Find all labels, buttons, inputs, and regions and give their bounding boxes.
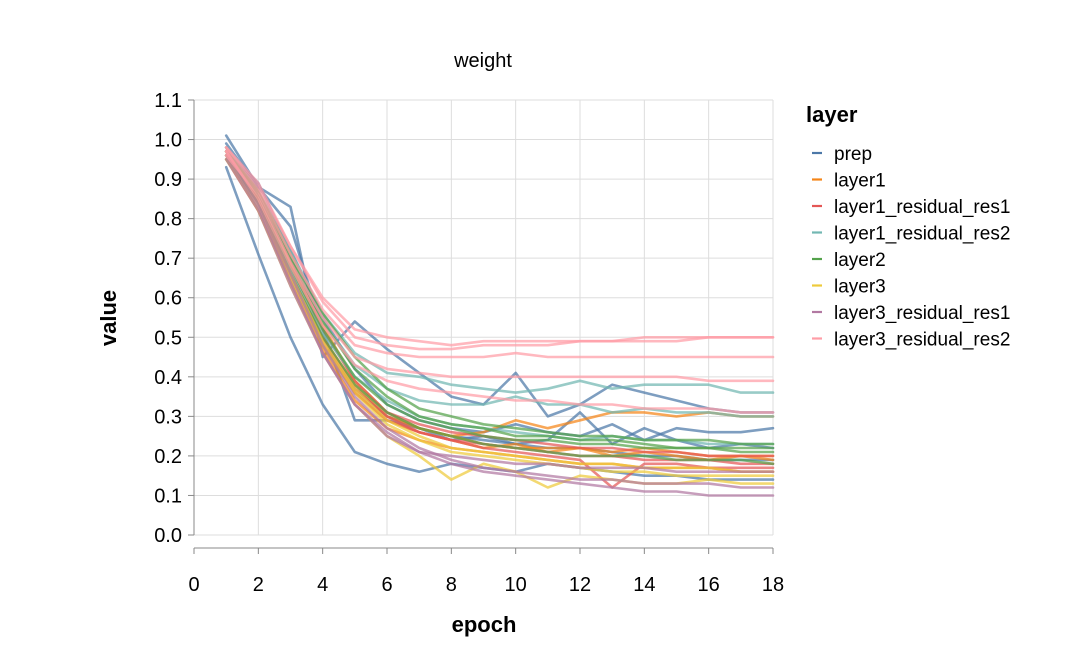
y-tick-label: 0.2 [154, 446, 182, 468]
legend-title: layer [806, 102, 858, 127]
y-tick-label: 0.7 [154, 248, 182, 270]
series-line-layer3_residual_res1 [224, 158, 775, 474]
x-tick-label: 14 [633, 574, 655, 596]
x-tick-label: 16 [698, 574, 720, 596]
legend-label: layer3 [834, 277, 886, 298]
y-axis-title: value [96, 290, 121, 346]
series-line-layer2 [224, 150, 775, 454]
legend-label: prep [834, 144, 872, 165]
y-tick-label: 0.9 [154, 169, 182, 191]
x-axis-title: epoch [452, 612, 517, 637]
series-line-layer3_residual_res2 [224, 146, 775, 351]
y-tick-label: 0.6 [154, 288, 182, 310]
series-lines [224, 134, 775, 497]
series-line-layer3_residual_res2 [224, 146, 775, 347]
legend-label: layer3_residual_res2 [834, 330, 1010, 351]
series-line-layer2 [224, 158, 775, 466]
series-line-layer3 [224, 150, 775, 474]
y-tick-label: 0.1 [154, 485, 182, 507]
x-tick-label: 0 [188, 574, 199, 596]
x-tick-label: 8 [446, 574, 457, 596]
x-tick-label: 4 [317, 574, 328, 596]
x-tick-label: 18 [762, 574, 784, 596]
y-tick-label: 0.5 [154, 327, 182, 349]
y-tick-label: 0.8 [154, 209, 182, 231]
legend-label: layer3_residual_res1 [834, 303, 1010, 324]
x-tick-label: 12 [569, 574, 591, 596]
legend-label: layer1_residual_res2 [834, 224, 1010, 245]
series-line-layer3_residual_res2 [224, 150, 775, 414]
x-tick-label: 2 [253, 574, 264, 596]
y-tick-label: 1.1 [154, 90, 182, 112]
x-tick-label: 10 [505, 574, 527, 596]
x-tick-label: 6 [381, 574, 392, 596]
chart-title: weight [453, 50, 512, 72]
series-line-layer3_residual_res1 [224, 150, 775, 489]
y-tick-label: 0.3 [154, 406, 182, 428]
y-tick-label: 0.0 [154, 525, 182, 547]
y-tick-label: 0.4 [154, 367, 182, 389]
axes: 0 2 4 6 8 10 12 14 16 18 0.0 0.1 0.2 0.3 0.4 0.5 0.6 0.7 0… [154, 90, 784, 596]
series-line-layer3_residual_res2 [224, 150, 775, 359]
legend-label: layer1 [834, 171, 886, 192]
legend: layer prep layer1 layer1_residual_res1laye… [806, 102, 1010, 351]
legend-label: layer1_residual_res1 [834, 197, 1010, 218]
series-line-layer3_residual_res2 [224, 154, 775, 383]
legend-label: layer2 [834, 250, 886, 271]
y-tick-label: 1.0 [154, 130, 182, 152]
series-line-layer2 [224, 150, 775, 446]
gridlines [194, 99, 774, 536]
